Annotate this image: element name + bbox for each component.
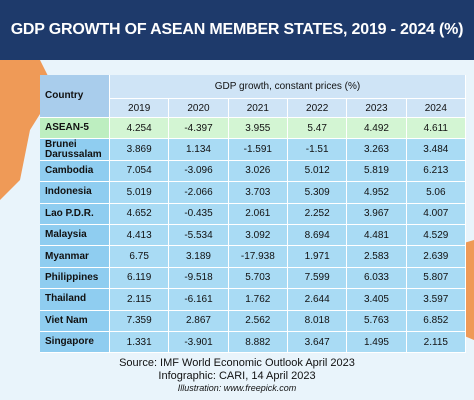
value-cell: 1.971: [288, 246, 348, 268]
value-cell: 5.763: [347, 310, 407, 332]
value-cell: 6.033: [347, 267, 407, 290]
value-cell: -6.161: [169, 289, 229, 311]
value-cell: 1.762: [228, 289, 288, 311]
value-cell: 3.405: [347, 289, 407, 311]
value-cell: -2.066: [169, 182, 229, 204]
value-cell: 4.481: [347, 225, 407, 247]
value-cell: 5.309: [288, 182, 348, 204]
value-cell: 2.115: [110, 289, 170, 311]
value-cell: 1.134: [169, 139, 229, 161]
value-cell: -4.397: [169, 118, 229, 140]
country-header: Country: [40, 75, 110, 118]
value-cell: 3.869: [110, 139, 170, 161]
value-cell: 4.652: [110, 203, 170, 225]
title-bar: [0, 0, 474, 60]
country-name: Indonesia: [40, 182, 110, 204]
value-cell: 7.054: [110, 160, 170, 183]
value-cell: -3.096: [169, 160, 229, 183]
value-cell: 3.263: [347, 139, 407, 161]
value-cell: 2.867: [169, 310, 229, 332]
value-cell: 6.119: [110, 267, 170, 290]
value-cell: 8.018: [288, 310, 348, 332]
value-cell: 2.644: [288, 289, 348, 311]
value-cell: 5.06: [406, 182, 466, 204]
value-cell: 5.019: [110, 182, 170, 204]
value-cell: 3.647: [288, 332, 348, 354]
value-cell: 2.252: [288, 203, 348, 225]
value-cell: -0.435: [169, 203, 229, 225]
country-name: Philippines: [40, 267, 110, 290]
value-cell: 2.562: [228, 310, 288, 332]
value-cell: 4.611: [406, 118, 466, 140]
value-cell: 8.694: [288, 225, 348, 247]
value-cell: 5.47: [288, 118, 348, 140]
value-cell: 2.115: [406, 332, 466, 354]
source: Source: IMF World Economic Outlook April…: [119, 357, 355, 369]
illustration-credit: Illustration: www.freepick.com: [177, 383, 297, 393]
value-cell: 8.882: [228, 332, 288, 354]
value-cell: 6.213: [406, 160, 466, 183]
year-header: 2021: [228, 99, 288, 118]
country-name: Lao P.D.R.: [40, 203, 110, 225]
year-header: 2020: [169, 99, 229, 118]
year-header: 2019: [110, 99, 170, 118]
year-header: 2023: [347, 99, 407, 118]
country-name: Brunei Darussalam: [40, 139, 110, 161]
value-cell: 4.529: [406, 225, 466, 247]
value-cell: 1.331: [110, 332, 170, 354]
value-cell: 7.359: [110, 310, 170, 332]
value-cell: -9.518: [169, 267, 229, 290]
country-name: Myanmar: [40, 246, 110, 268]
country-name: ASEAN-5: [40, 118, 110, 140]
year-header: 2022: [288, 99, 348, 118]
value-cell: 4.413: [110, 225, 170, 247]
value-cell: -17.938: [228, 246, 288, 268]
value-cell: 4.007: [406, 203, 466, 225]
country-name: Viet Nam: [40, 310, 110, 332]
value-cell: 6.852: [406, 310, 466, 332]
group-header: GDP growth, constant prices (%): [110, 75, 466, 99]
country-name: Malaysia: [40, 225, 110, 247]
value-cell: 5.703: [228, 267, 288, 290]
value-cell: 3.189: [169, 246, 229, 268]
country-name: Cambodia: [40, 160, 110, 183]
value-cell: -3.901: [169, 332, 229, 354]
value-cell: -1.51: [288, 139, 348, 161]
value-cell: 3.967: [347, 203, 407, 225]
value-cell: 4.492: [347, 118, 407, 140]
value-cell: 2.639: [406, 246, 466, 268]
value-cell: 3.092: [228, 225, 288, 247]
value-cell: 5.819: [347, 160, 407, 183]
value-cell: 3.955: [228, 118, 288, 140]
value-cell: 3.703: [228, 182, 288, 204]
value-cell: 2.583: [347, 246, 407, 268]
value-cell: 3.597: [406, 289, 466, 311]
value-cell: 3.026: [228, 160, 288, 183]
value-cell: 5.012: [288, 160, 348, 183]
value-cell: 7.599: [288, 267, 348, 290]
country-name: Thailand: [40, 289, 110, 311]
value-cell: 6.75: [110, 246, 170, 268]
value-cell: 5.807: [406, 267, 466, 290]
value-cell: -1.591: [228, 139, 288, 161]
value-cell: -5.534: [169, 225, 229, 247]
value-cell: 1.495: [347, 332, 407, 354]
value-cell: 3.484: [406, 139, 466, 161]
value-cell: 2.061: [228, 203, 288, 225]
value-cell: 4.254: [110, 118, 170, 140]
infographic-credit: Infographic: CARI, 14 April 2023: [158, 370, 316, 382]
title: GDP GROWTH OF ASEAN MEMBER STATES, 2019 …: [10, 21, 464, 38]
year-header: 2024: [406, 99, 466, 118]
country-name: Singapore: [40, 332, 110, 354]
value-cell: 4.952: [347, 182, 407, 204]
